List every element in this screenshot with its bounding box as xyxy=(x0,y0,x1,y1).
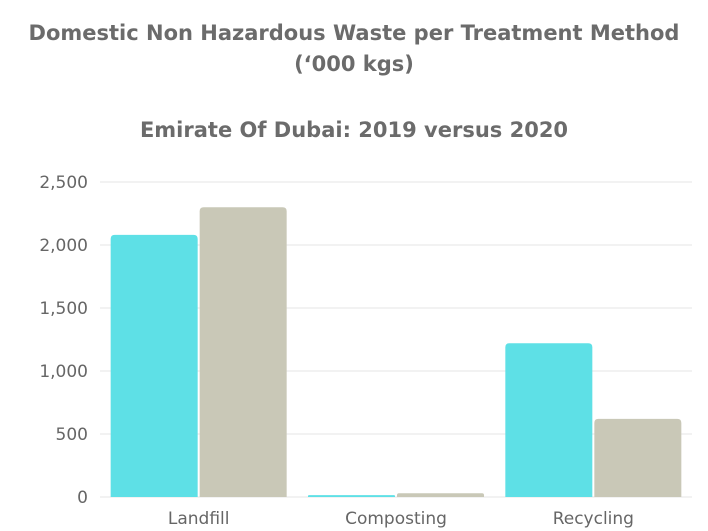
chart-title: Domestic Non Hazardous Waste per Treatme… xyxy=(0,18,708,80)
chart-title-line-1: Domestic Non Hazardous Waste per Treatme… xyxy=(28,21,680,45)
y-tick-label: 1,500 xyxy=(39,299,88,319)
bar xyxy=(594,418,682,497)
bar xyxy=(397,493,484,497)
bar xyxy=(505,343,593,497)
bar xyxy=(308,495,395,497)
y-tick-label: 2,000 xyxy=(39,236,88,256)
y-tick-label: 1,000 xyxy=(39,362,88,382)
chart-title-line-2: (‘000 kgs) xyxy=(294,52,414,76)
bar xyxy=(110,234,198,498)
x-category-label: Composting xyxy=(345,509,447,529)
x-category-label: Landfill xyxy=(168,509,230,529)
y-tick-label: 2,500 xyxy=(39,173,88,193)
bar xyxy=(199,207,287,497)
x-category-label: Recycling xyxy=(553,509,634,529)
y-tick-label: 500 xyxy=(56,425,88,445)
y-tick-label: 0 xyxy=(77,488,88,508)
chart-subtitle: Emirate Of Dubai: 2019 versus 2020 xyxy=(139,118,569,142)
